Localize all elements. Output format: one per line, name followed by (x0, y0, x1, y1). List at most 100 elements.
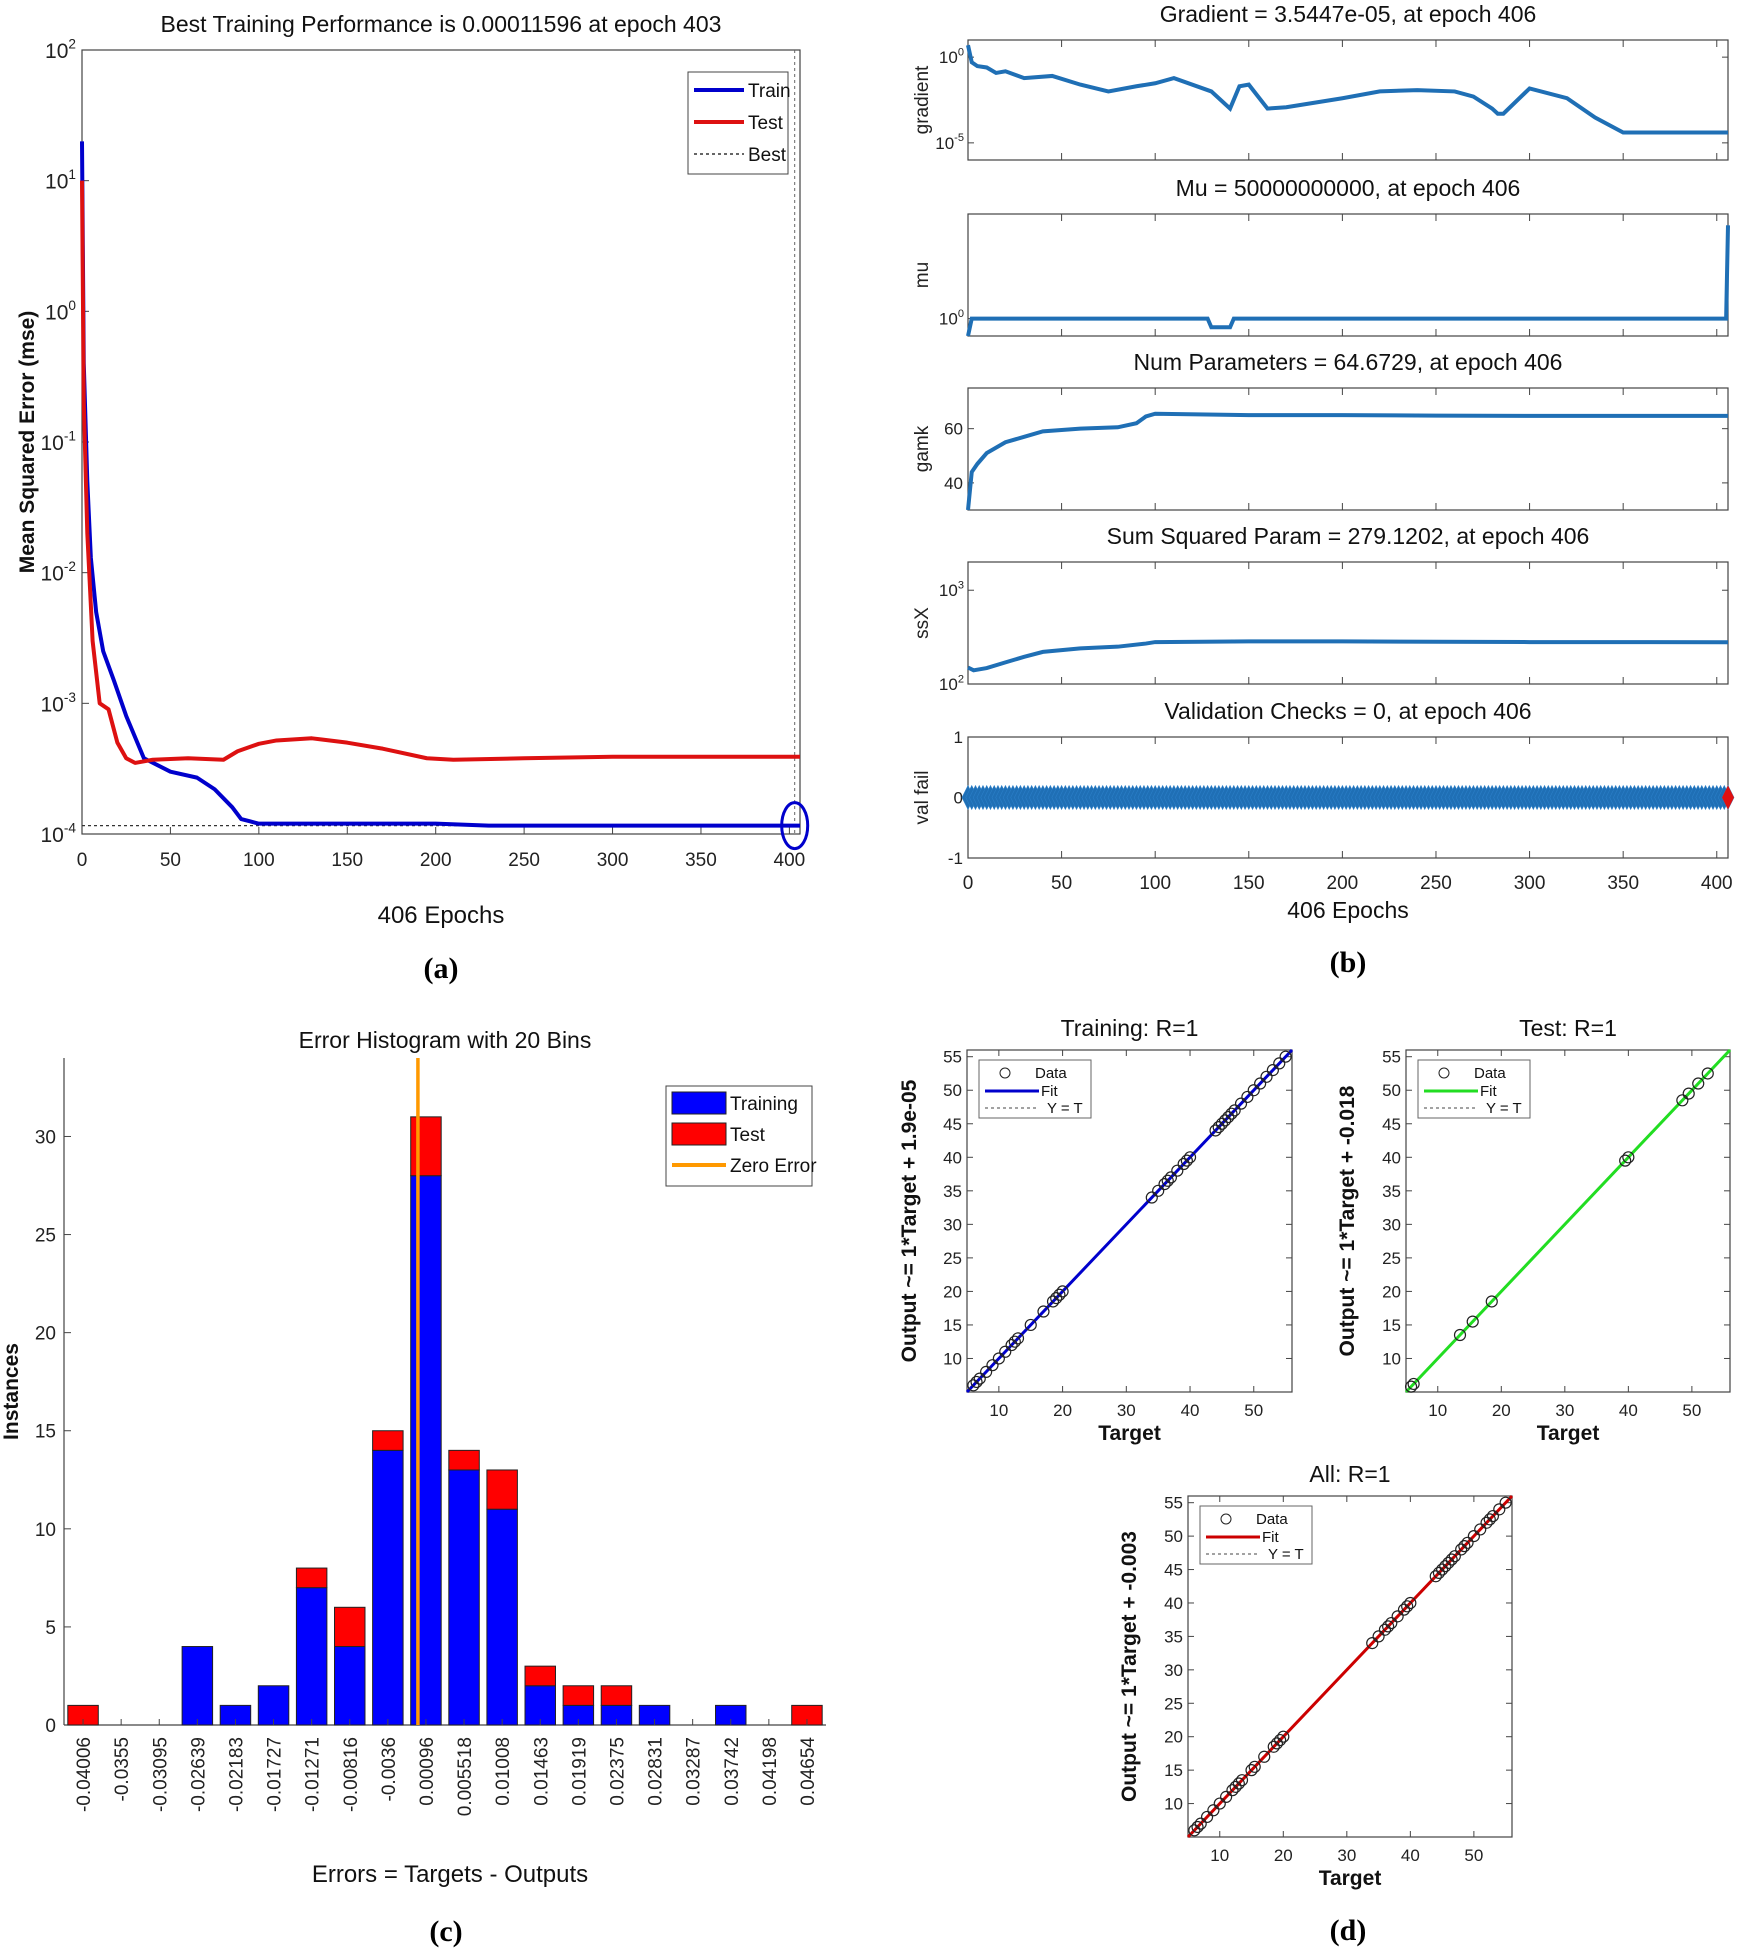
legend-label: Data (1256, 1511, 1288, 1528)
regression-xlabel: Target (1319, 1867, 1382, 1890)
data-point (1382, 1620, 1395, 1633)
y-tick-label: 100 (939, 46, 964, 67)
regression-title: Training: R=1 (1061, 1015, 1199, 1041)
y-tick-label: 40 (944, 474, 963, 493)
y-tick-label-c: 30 (35, 1127, 56, 1148)
data-point (1046, 1295, 1060, 1308)
y-tick-label-a: 102 (45, 37, 76, 63)
data-point (1493, 1503, 1506, 1516)
data-point (1235, 1774, 1249, 1787)
legend-label: Fit (1262, 1529, 1279, 1546)
plot-area-a (81, 49, 801, 835)
bar-training (410, 1175, 442, 1726)
val-point-last (1722, 785, 1734, 810)
y-tick-label-a: 101 (45, 167, 76, 193)
data-point (1436, 1563, 1449, 1576)
legend-label: Fit (1041, 1083, 1058, 1100)
y-tick-label: 20 (1382, 1282, 1401, 1301)
legend-label-a: Best (748, 145, 787, 166)
panel-frame (967, 213, 1729, 337)
y-tick-label: 60 (944, 420, 963, 439)
x-tick-label-c: 0.03742 (722, 1737, 743, 1806)
data-point (1378, 1623, 1392, 1636)
regression-ylabel: Output ~= 1*Target + -0.003 (1118, 1531, 1141, 1802)
data-point (973, 1372, 986, 1385)
data-point (967, 1379, 980, 1392)
legend-label-a: Train (748, 81, 791, 102)
x-tick-label-c: -0.00816 (341, 1737, 362, 1812)
panel-b-0: 100 10-5 Gradient = 3.5447e-05, at epoch 4… (912, 1, 1729, 161)
y-tick-label: 25 (1382, 1249, 1401, 1268)
x-tick-label: 40 (1181, 1401, 1200, 1420)
data-point (1407, 1377, 1420, 1391)
legend-marker (1438, 1067, 1450, 1079)
x-tick-label: 50 (1682, 1401, 1701, 1420)
y-tick-label-a: 10-3 (41, 690, 77, 716)
title-c: Error Histogram with 20 Bins (299, 1027, 592, 1053)
panel-frame (967, 561, 1729, 685)
bar-test (600, 1685, 633, 1706)
caption-a: (a) (424, 952, 459, 985)
x-label-a: 406 Epochs (378, 902, 505, 929)
legend-label: Y = T (1486, 1100, 1522, 1117)
legend-label: Data (1035, 1065, 1067, 1082)
data-point (1619, 1154, 1632, 1167)
data-point (1467, 1530, 1480, 1543)
legend-label-c: Training (730, 1094, 798, 1115)
x-tick-label-c: 0.00096 (417, 1737, 438, 1806)
y-tick-label: 103 (939, 580, 964, 601)
legend-c: Training Test Zero Error (665, 1085, 817, 1187)
data-point (1225, 1107, 1238, 1120)
x-tick-label-a: 300 (597, 850, 629, 871)
x-tick-label: 40 (1619, 1401, 1638, 1420)
y-tick-label: 55 (943, 1048, 962, 1067)
y-tick-label: 35 (1382, 1182, 1401, 1201)
data-point (1279, 1050, 1292, 1063)
data-point (1183, 1151, 1197, 1164)
y-tick-label: 50 (1382, 1081, 1401, 1100)
x-tick-label: 30 (1337, 1846, 1356, 1865)
legend-label-c: Test (730, 1125, 766, 1146)
x-tick-label: 10 (989, 1401, 1008, 1420)
data-point (1461, 1536, 1474, 1549)
data-point (970, 1375, 983, 1389)
y-tick-label-c: 10 (35, 1520, 56, 1541)
panel-b-2: 60 40 Num Parameters = 64.6729, at epoch 4… (912, 349, 1729, 511)
panel-ylabel: mu (912, 262, 933, 288)
data-point (986, 1359, 999, 1372)
y-tick-label: 15 (1382, 1316, 1401, 1335)
data-point (1218, 1114, 1232, 1127)
y-tick-label: 25 (1164, 1694, 1183, 1713)
data-point (1274, 1733, 1287, 1747)
x-tick-label: 50 (1464, 1846, 1483, 1865)
x-tick-label: 50 (1244, 1401, 1263, 1420)
y-tick-label: 40 (943, 1148, 962, 1167)
chart-c: 0 5 10 15 20 25 30 -0.04006 -0.0355 -0.03095 -0.02… (0, 1027, 826, 1948)
data-point (1207, 1804, 1220, 1817)
bar-test (524, 1665, 556, 1687)
data-point (1188, 1824, 1201, 1837)
data-point (1245, 1764, 1258, 1777)
data-point (992, 1352, 1005, 1365)
data-point (1152, 1184, 1165, 1197)
legend-label-c: Zero Error (730, 1156, 817, 1177)
x-tick-label-c: -0.03095 (150, 1737, 171, 1812)
data-point (1270, 1737, 1284, 1750)
caption-c: (c) (429, 1915, 462, 1948)
data-point (1474, 1523, 1487, 1536)
x-tick-label-a: 100 (243, 850, 275, 871)
bar-test (486, 1469, 518, 1510)
data-point (1486, 1509, 1500, 1523)
bar-training (372, 1449, 404, 1726)
y-tick-label: 10 (1382, 1349, 1401, 1368)
data-point (1701, 1067, 1714, 1080)
x-tick-label: 30 (1117, 1401, 1136, 1420)
data-point (1226, 1784, 1239, 1797)
y-tick-label: 20 (943, 1282, 962, 1301)
y-tick-label-a: 10-2 (41, 559, 77, 585)
x-label-b: 406 Epochs (1287, 897, 1408, 923)
fit-line (965, 1048, 1294, 1394)
data-point (1404, 1596, 1417, 1610)
